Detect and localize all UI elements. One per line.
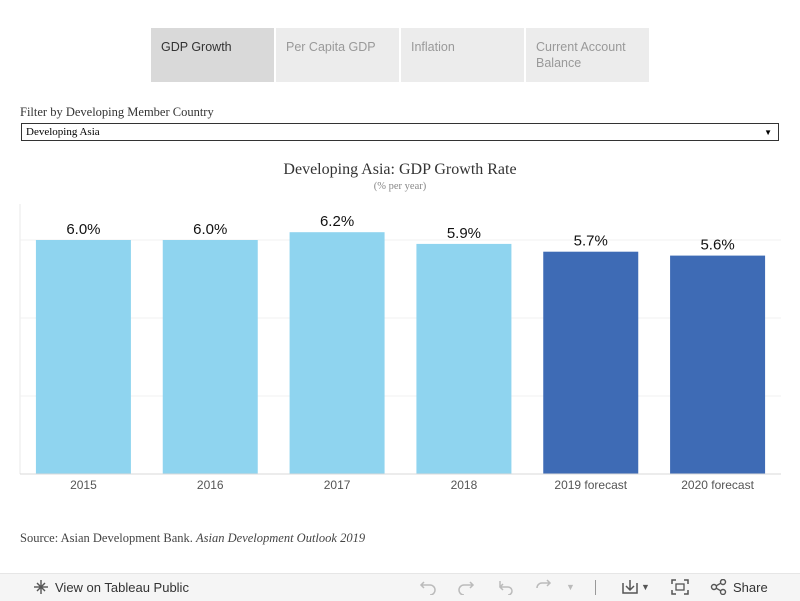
data-label-1: 6.0% — [193, 221, 227, 238]
bar-2019-forecast — [543, 251, 639, 474]
x-tick-label-2: 2017 — [324, 478, 351, 492]
share-icon[interactable] — [710, 579, 728, 595]
chart-title: Developing Asia: GDP Growth Rate — [283, 161, 517, 178]
data-label-4: 5.7% — [574, 233, 608, 250]
bar-2016 — [162, 240, 258, 474]
tableau-toolbar: View on Tableau Public ▼ ▼ Share — [0, 573, 800, 601]
source-note: Source: Asian Development Bank. Asian De… — [20, 531, 365, 546]
x-tick-label-0: 2015 — [70, 478, 97, 492]
tab-gdp-growth[interactable]: GDP Growth — [151, 28, 274, 82]
download-dropdown-icon[interactable]: ▼ — [641, 582, 650, 592]
data-label-3: 5.9% — [447, 225, 481, 242]
undo-icon[interactable] — [418, 579, 438, 595]
fullscreen-icon[interactable] — [671, 579, 689, 595]
tableau-logo-icon — [34, 580, 48, 594]
x-tick-label-3: 2018 — [451, 478, 478, 492]
filter-label: Filter by Developing Member Country — [20, 105, 214, 119]
dropdown-arrow-icon: ▼ — [764, 128, 772, 137]
view-on-tableau-link[interactable]: View on Tableau Public — [55, 580, 189, 595]
country-filter-dropdown[interactable]: Developing Asia ▼ — [21, 123, 779, 141]
toolbar-divider — [595, 580, 596, 595]
download-icon[interactable] — [621, 579, 639, 595]
gdp-growth-bar-chart: 6.0% 2015 6.0% 2016 6.2% 2017 5.9% 2018 5.7% 2019… — [19, 204, 781, 492]
data-label-2: 6.2% — [320, 213, 354, 230]
redo-icon[interactable] — [456, 579, 476, 595]
chart-subtitle: (% per year) — [373, 181, 427, 192]
revert-icon[interactable] — [496, 579, 516, 595]
source-prefix: Source: Asian Development Bank. — [20, 531, 197, 545]
filter-selected-value: Developing Asia — [26, 126, 100, 138]
tab-per-capita-gdp[interactable]: Per Capita GDP — [276, 28, 399, 82]
source-publication: Asian Development Outlook 2019 — [196, 531, 366, 545]
bar-2018 — [416, 243, 512, 474]
tab-bar: GDP Growth Per Capita GDP Inflation Curr… — [151, 28, 651, 82]
bar-2015 — [35, 240, 131, 474]
x-tick-label-5: 2020 forecast — [681, 478, 754, 492]
data-label-5: 5.6% — [700, 237, 734, 254]
x-tick-label-1: 2016 — [197, 478, 224, 492]
bar-2017 — [289, 232, 385, 474]
refresh-dropdown-icon[interactable]: ▼ — [566, 582, 575, 592]
bar-2020-forecast — [670, 255, 766, 474]
tab-current-account-balance[interactable]: Current Account Balance — [526, 28, 649, 82]
data-label-0: 6.0% — [66, 221, 100, 238]
share-button[interactable]: Share — [733, 580, 768, 595]
tab-inflation[interactable]: Inflation — [401, 28, 524, 82]
x-tick-label-4: 2019 forecast — [554, 478, 627, 492]
refresh-icon[interactable] — [534, 579, 554, 595]
